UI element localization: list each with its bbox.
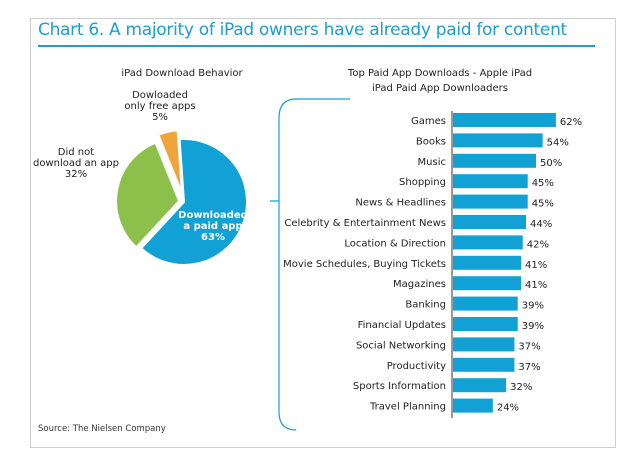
pie-label: download an app (33, 158, 119, 169)
bar (453, 133, 543, 148)
bar-category-label: Banking (405, 300, 446, 311)
bar-category-label: Games (411, 116, 446, 127)
bar-subtitle: iPad Paid App Downloaders (372, 83, 508, 94)
pie-label: only free apps (124, 101, 195, 112)
bar-category-label: Productivity (387, 361, 446, 372)
bar (453, 153, 536, 168)
title-divider (38, 45, 595, 47)
bar-value-label: 41% (525, 280, 547, 291)
bar-value-label: 44% (530, 219, 552, 230)
bar-value-label: 24% (497, 403, 519, 414)
bar-value-label: 54% (547, 137, 569, 148)
pie-label: Dowloaded (132, 90, 188, 101)
bar (453, 194, 528, 209)
bar (453, 255, 522, 270)
bar-value-label: 45% (532, 178, 554, 189)
bar (453, 357, 515, 372)
pie-label: a paid app (183, 221, 242, 232)
bar-title: Top Paid App Downloads - Apple iPad (347, 68, 533, 79)
bar-category-label: Travel Planning (369, 402, 446, 413)
bar-category-label: News & Headlines (355, 198, 446, 209)
bar-category-label: Location & Direction (344, 238, 446, 249)
pie-slice (139, 138, 248, 266)
bar-value-label: 37% (518, 341, 540, 352)
bar-category-label: Shopping (399, 177, 446, 188)
bar-category-label: Sports Information (353, 381, 446, 392)
pie-slice (115, 141, 181, 249)
pie-label: Did not (58, 147, 94, 158)
bar (453, 317, 518, 331)
bar-value-label: 62% (560, 117, 582, 128)
pie-label: Downloaded (178, 210, 248, 221)
bar-category-label: Social Networking (356, 340, 446, 351)
bar (453, 378, 507, 393)
bar (453, 113, 556, 127)
bar-value-label: 42% (527, 239, 549, 250)
pie-label: 32% (65, 169, 87, 180)
pie-label: 63% (201, 232, 225, 243)
pie-slice (157, 129, 183, 194)
bar (453, 337, 515, 352)
bar-category-label: Celebrity & Entertainment News (284, 218, 446, 229)
chart-frame (30, 18, 616, 448)
bar-value-label: 37% (518, 362, 540, 373)
bar (453, 174, 528, 189)
bracket-connector (270, 98, 350, 431)
bar-value-label: 39% (522, 321, 544, 332)
bar (453, 276, 522, 291)
bar (453, 296, 518, 311)
bar-category-label: Books (416, 136, 446, 147)
page-title: Chart 6. A majority of iPad owners have … (38, 20, 567, 40)
bar-value-label: 50% (540, 158, 562, 169)
bar (453, 235, 523, 250)
bar-value-label: 41% (525, 260, 547, 271)
bar-category-label: Magazines (393, 279, 446, 290)
pie-title: iPad Download Behavior (121, 68, 243, 79)
pie-label: 5% (152, 112, 168, 123)
bar-value-label: 32% (510, 382, 532, 393)
bar (453, 215, 527, 229)
bar-value-label: 45% (532, 199, 554, 210)
source-note: Source: The Nielsen Company (38, 424, 166, 434)
bar-category-label: Financial Updates (358, 320, 446, 331)
bar (453, 398, 493, 413)
bar-category-label: Movie Schedules, Buying Tickets (283, 259, 446, 270)
bar-category-label: Music (418, 157, 446, 168)
bar-value-label: 39% (522, 301, 544, 312)
